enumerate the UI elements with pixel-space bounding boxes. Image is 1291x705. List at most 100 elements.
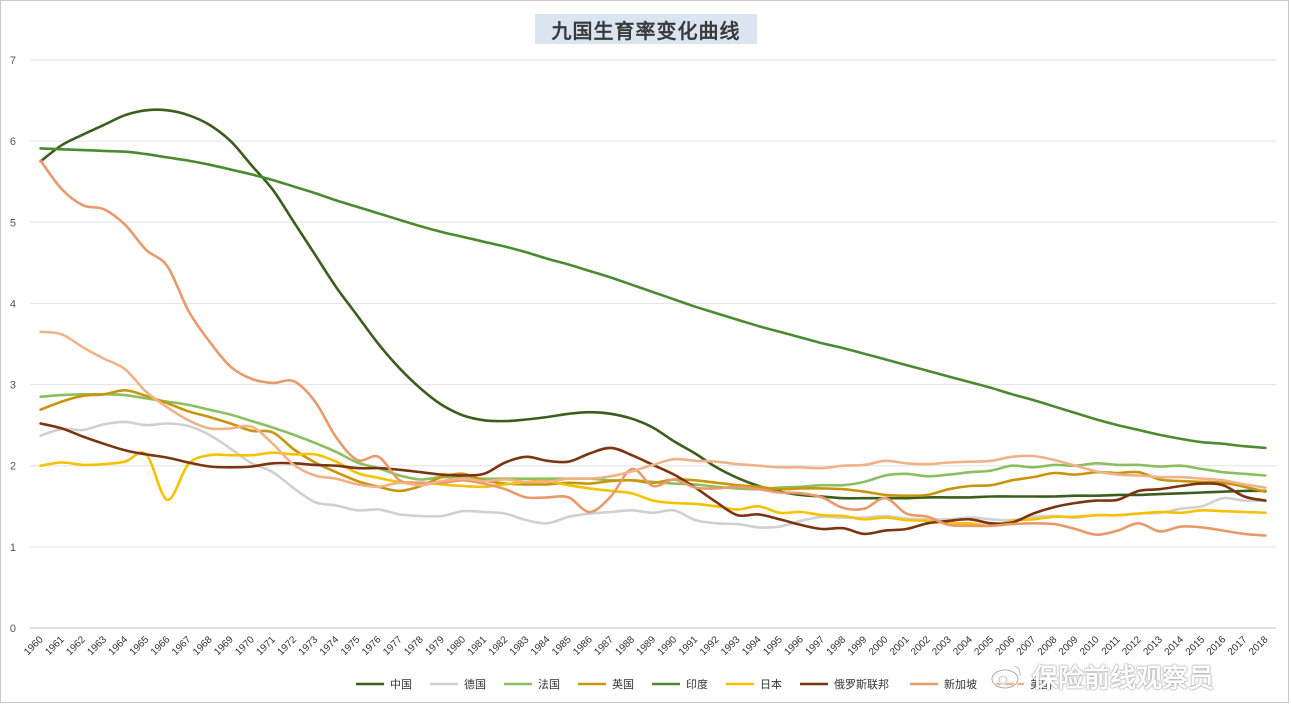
x-tick-label: 2011: [1100, 634, 1123, 657]
x-tick-label: 1988: [613, 634, 637, 658]
x-tick-label: 1962: [64, 634, 88, 658]
x-tick-label: 1967: [170, 634, 194, 658]
x-tick-label: 1975: [339, 634, 363, 658]
x-tick-label: 1973: [297, 634, 321, 658]
x-tick-label: 1960: [22, 634, 46, 658]
x-tick-label: 1984: [529, 634, 553, 658]
legend-label: 英国: [612, 677, 634, 691]
legend-item: 新加坡: [910, 677, 977, 691]
x-tick-label: 1971: [254, 634, 278, 658]
y-tick-label: 2: [10, 461, 16, 473]
x-tick-label: 1987: [592, 634, 616, 658]
x-tick-label: 1963: [86, 634, 110, 658]
x-tick-label: 1969: [212, 634, 236, 658]
x-tick-label: 1991: [677, 634, 701, 658]
x-tick-label: 1985: [550, 634, 574, 658]
x-axis-ticks: 1960196119621963196419651966196719681969…: [22, 634, 1271, 658]
legend-label: 中国: [390, 678, 412, 691]
x-tick-label: 2018: [1247, 634, 1271, 658]
x-tick-label: 1993: [719, 634, 743, 658]
legend-label: 美国: [1030, 678, 1052, 691]
x-tick-label: 1974: [318, 634, 342, 658]
legend-label: 日本: [760, 677, 782, 691]
watermark-text: 保险前线观察员: [1032, 663, 1215, 694]
legend-label: 德国: [464, 677, 486, 691]
x-tick-label: 1995: [761, 634, 785, 658]
legend-label: 法国: [538, 677, 560, 691]
legend-item: 日本: [726, 677, 782, 691]
x-tick-label: 1977: [381, 634, 405, 658]
legend-label: 印度: [686, 677, 708, 691]
y-tick-label: 0: [10, 623, 16, 635]
x-tick-label: 1970: [233, 634, 257, 658]
x-tick-label: 1992: [698, 634, 722, 658]
x-tick-label: 1994: [740, 634, 764, 658]
watermark: 保险前线观察员: [990, 658, 1214, 694]
y-tick-label: 3: [10, 380, 16, 392]
x-tick-label: 1981: [466, 634, 490, 658]
chart-title: 九国生育率变化曲线: [535, 14, 757, 44]
x-tick-label: 2001: [888, 634, 912, 658]
x-tick-label: 2002: [909, 634, 933, 658]
x-tick-label: 1976: [360, 634, 384, 658]
x-tick-label: 2010: [1078, 634, 1102, 658]
series-line: [39, 108, 1267, 500]
x-tick-label: 1983: [508, 634, 532, 658]
x-tick-label: 1979: [423, 634, 447, 658]
legend-label: 俄罗斯联邦: [834, 678, 889, 691]
x-tick-label: 2004: [951, 634, 975, 658]
series-line: [39, 147, 1267, 450]
series-lines: [39, 108, 1267, 537]
x-tick-label: 1990: [656, 634, 680, 658]
x-tick-label: 2015: [1184, 634, 1208, 658]
series-line: [39, 388, 1267, 498]
x-tick-label: 1978: [402, 634, 426, 658]
x-tick-label: 1968: [191, 634, 215, 658]
legend-label: 新加坡: [944, 677, 977, 691]
x-tick-label: 2006: [994, 634, 1018, 658]
legend-item: 俄罗斯联邦: [800, 678, 889, 691]
x-tick-label: 1997: [804, 634, 828, 658]
x-tick-label: 1989: [635, 634, 659, 658]
x-tick-label: 1965: [128, 634, 152, 658]
weibo-icon: [990, 664, 1022, 690]
legend-item: 法国: [504, 677, 560, 691]
x-tick-label: 1961: [43, 634, 67, 658]
y-tick-label: 7: [10, 55, 16, 67]
series-line: [39, 159, 1267, 537]
x-tick-label: 1966: [149, 634, 173, 658]
gridlines: [30, 59, 1276, 629]
legend-item: 印度: [652, 677, 708, 691]
legend-item: 德国: [430, 677, 486, 691]
x-tick-label: 2008: [1036, 634, 1060, 658]
x-tick-label: 2000: [867, 634, 891, 658]
x-tick-label: 1972: [276, 634, 300, 658]
x-tick-label: 2007: [1015, 634, 1039, 658]
y-axis-ticks: 0 1 2 3 4 5 6 7: [10, 55, 16, 635]
legend: 中国 德国 法国 英国 印度 日本 俄罗斯联邦 新加坡 美国: [356, 677, 1052, 691]
y-tick-label: 4: [10, 298, 16, 310]
x-tick-label: 2016: [1205, 634, 1229, 658]
x-tick-label: 2014: [1163, 634, 1187, 658]
x-tick-label: 2005: [973, 634, 997, 658]
y-tick-label: 5: [10, 217, 16, 229]
x-tick-label: 2003: [930, 634, 954, 658]
x-tick-label: 1982: [487, 634, 511, 658]
y-tick-label: 1: [10, 542, 16, 554]
x-tick-label: 1980: [445, 634, 469, 658]
x-tick-label: 1999: [846, 634, 870, 658]
x-tick-label: 1964: [107, 634, 131, 658]
x-tick-label: 2009: [1057, 634, 1081, 658]
series-line: [39, 330, 1267, 489]
x-tick-label: 2012: [1120, 634, 1144, 658]
x-tick-label: 2017: [1226, 634, 1250, 658]
x-tick-label: 1986: [571, 634, 595, 658]
series-line: [39, 451, 1267, 528]
x-tick-label: 1996: [782, 634, 806, 658]
legend-item: 英国: [578, 677, 634, 691]
x-tick-label: 2013: [1141, 634, 1165, 658]
y-tick-label: 6: [10, 136, 16, 148]
legend-item: 中国: [356, 678, 412, 691]
